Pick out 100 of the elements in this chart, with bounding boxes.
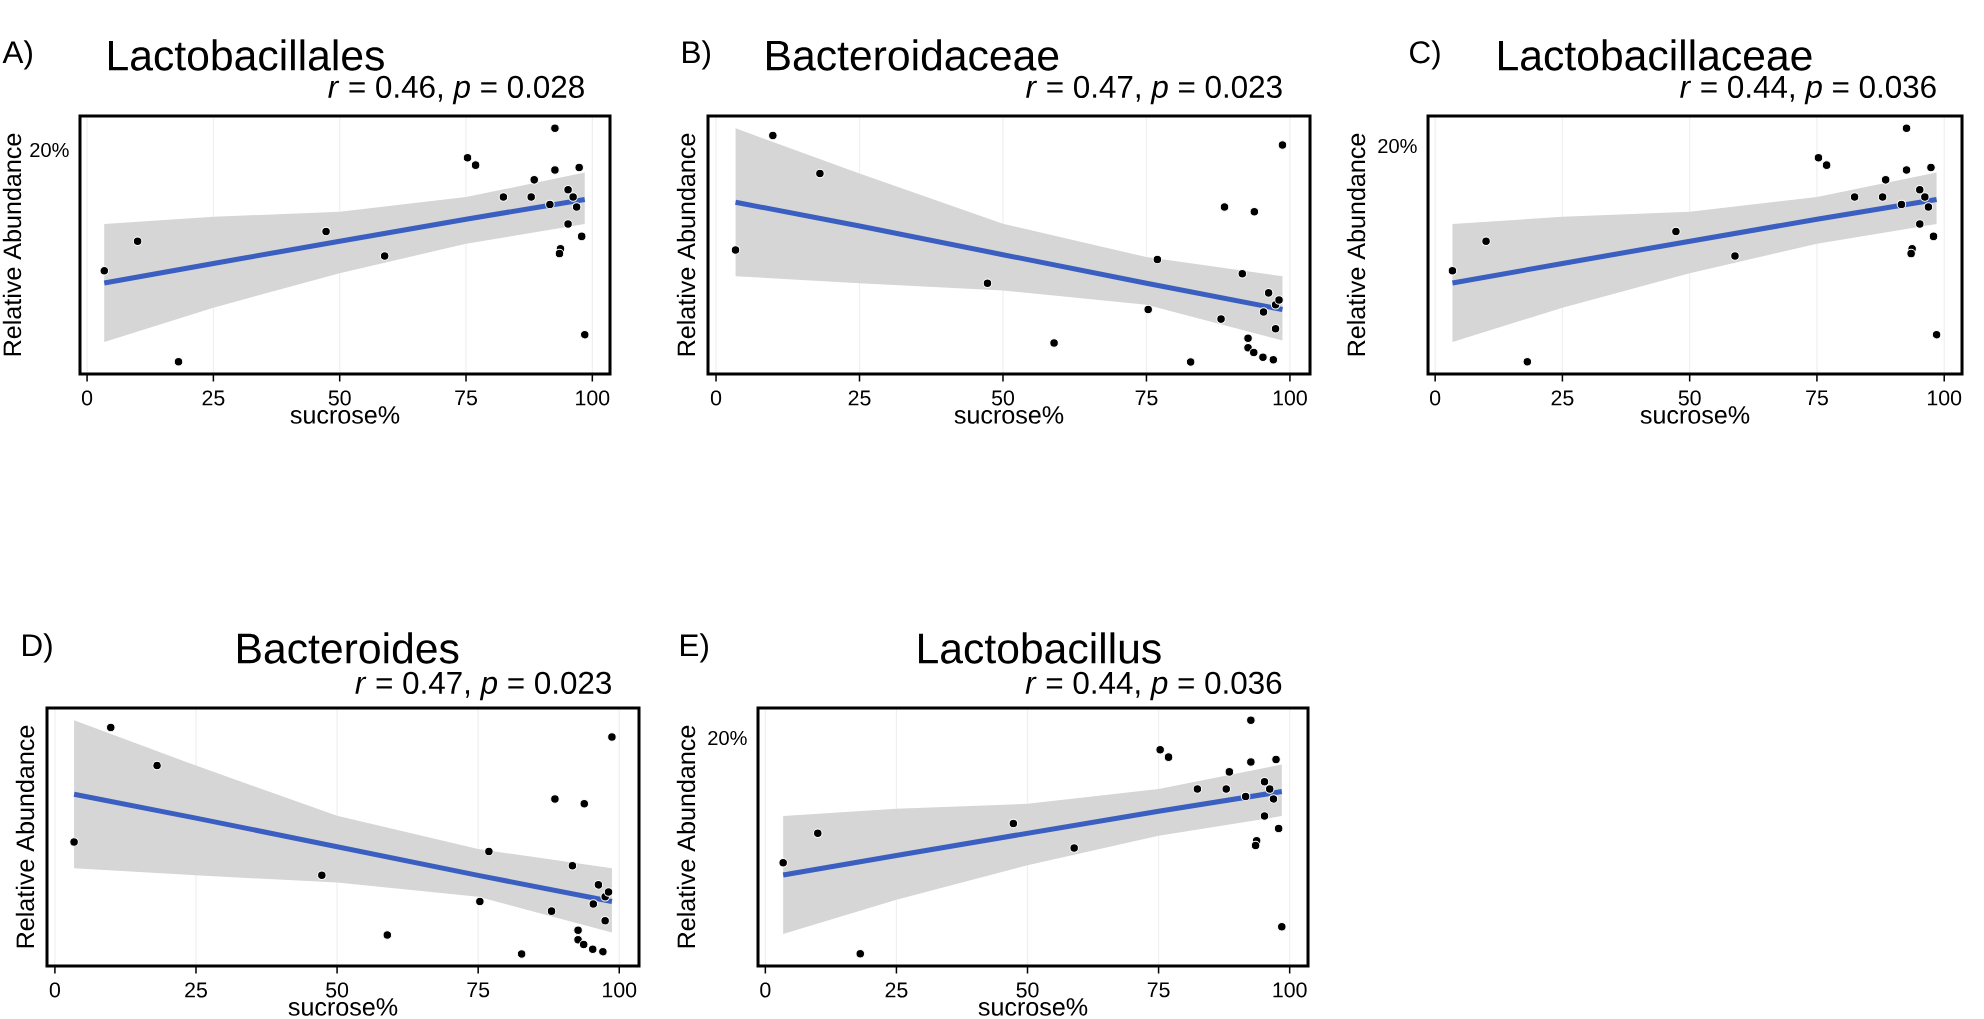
point [69, 837, 79, 847]
point [1049, 338, 1059, 348]
point [1901, 123, 1912, 134]
point [546, 906, 557, 916]
point [1274, 295, 1284, 305]
point [173, 356, 184, 367]
point [1240, 791, 1251, 802]
point [1143, 304, 1153, 315]
point [1259, 811, 1270, 821]
point [1069, 843, 1079, 853]
point [982, 278, 993, 289]
point [1849, 192, 1860, 202]
x-tick-label: 50 [326, 982, 349, 998]
point [730, 245, 741, 255]
point [563, 219, 573, 229]
x-tick-label: 25 [885, 982, 908, 998]
x-axis-title: sucrose% [288, 998, 398, 1016]
point [1522, 356, 1533, 367]
point [587, 944, 598, 955]
point [768, 130, 778, 141]
point [317, 870, 327, 881]
x-axis-title: sucrose% [1640, 406, 1750, 424]
point [379, 251, 390, 261]
x-tick-label: 0 [1430, 390, 1441, 406]
chart-title: Lactobacillales [109, 39, 384, 71]
x-tick-label: 100 [576, 390, 610, 406]
point [462, 152, 473, 163]
point [1259, 776, 1270, 787]
point [1271, 754, 1281, 765]
point [1258, 307, 1269, 317]
point [568, 192, 578, 202]
point [526, 192, 536, 202]
point [1481, 236, 1491, 247]
point [132, 236, 143, 247]
point [579, 799, 590, 809]
point [573, 925, 583, 935]
point [1008, 818, 1019, 829]
point [1896, 199, 1907, 210]
x-tick-label: 0 [710, 390, 722, 406]
point [1277, 140, 1288, 150]
point [1923, 202, 1934, 212]
point [516, 949, 527, 959]
point [1730, 251, 1740, 261]
x-tick-label: 50 [1016, 982, 1039, 998]
text: E) [681, 633, 708, 663]
point [579, 329, 590, 340]
x-tick-label: 100 [1273, 982, 1307, 998]
point [1821, 160, 1832, 170]
x-tick-label: 75 [1135, 390, 1158, 406]
text: C) [1410, 40, 1440, 70]
point [1237, 269, 1248, 279]
y-axis-title: Relative Abundance [2, 133, 22, 356]
point [573, 934, 583, 945]
point [1877, 192, 1888, 202]
point [1880, 175, 1891, 185]
y-axis-title: Relative Abundance [676, 725, 696, 948]
x-tick-label: 25 [848, 390, 871, 406]
point [529, 175, 539, 185]
point [1447, 266, 1458, 276]
text: D) [23, 633, 52, 663]
chart-subtitle: r = 0.47, p = 0.023 [1026, 75, 1282, 105]
point [588, 899, 599, 909]
point [106, 722, 116, 733]
point [1270, 323, 1281, 334]
point [554, 248, 565, 259]
point [99, 266, 110, 276]
point [1250, 840, 1261, 851]
text: 20% [708, 730, 747, 746]
x-tick-label: 50 [1678, 390, 1701, 406]
chart-subtitle: r = 0.46, p = 0.028 [328, 75, 584, 105]
point [1216, 314, 1226, 324]
point [603, 887, 614, 897]
x-tick-label: 100 [603, 982, 637, 998]
point [600, 915, 610, 926]
x-tick-label: 50 [991, 390, 1014, 406]
point [1926, 162, 1936, 173]
point [571, 202, 582, 212]
point [550, 794, 560, 804]
point [1185, 357, 1196, 367]
point [1277, 921, 1287, 932]
x-tick-label: 100 [1928, 390, 1962, 406]
point [1243, 333, 1253, 343]
chart-subtitle: r = 0.44, p = 0.036 [1680, 75, 1936, 105]
point [1915, 219, 1925, 229]
point [563, 184, 573, 195]
x-tick-label: 100 [1273, 390, 1307, 406]
point [1155, 745, 1165, 755]
point [574, 162, 584, 173]
text: B) [683, 40, 710, 70]
x-tick-label: 75 [455, 390, 477, 406]
x-tick-label: 25 [185, 982, 207, 998]
chart-title: Lactobacillaceae [1499, 39, 1812, 71]
y-axis-title: Relative Abundance [676, 133, 696, 356]
point [1224, 767, 1235, 777]
y-axis-title: Relative Abundance [15, 725, 35, 948]
point [1246, 757, 1256, 767]
point [1906, 248, 1916, 259]
point [1163, 752, 1174, 762]
point [498, 192, 509, 202]
point [593, 880, 604, 890]
